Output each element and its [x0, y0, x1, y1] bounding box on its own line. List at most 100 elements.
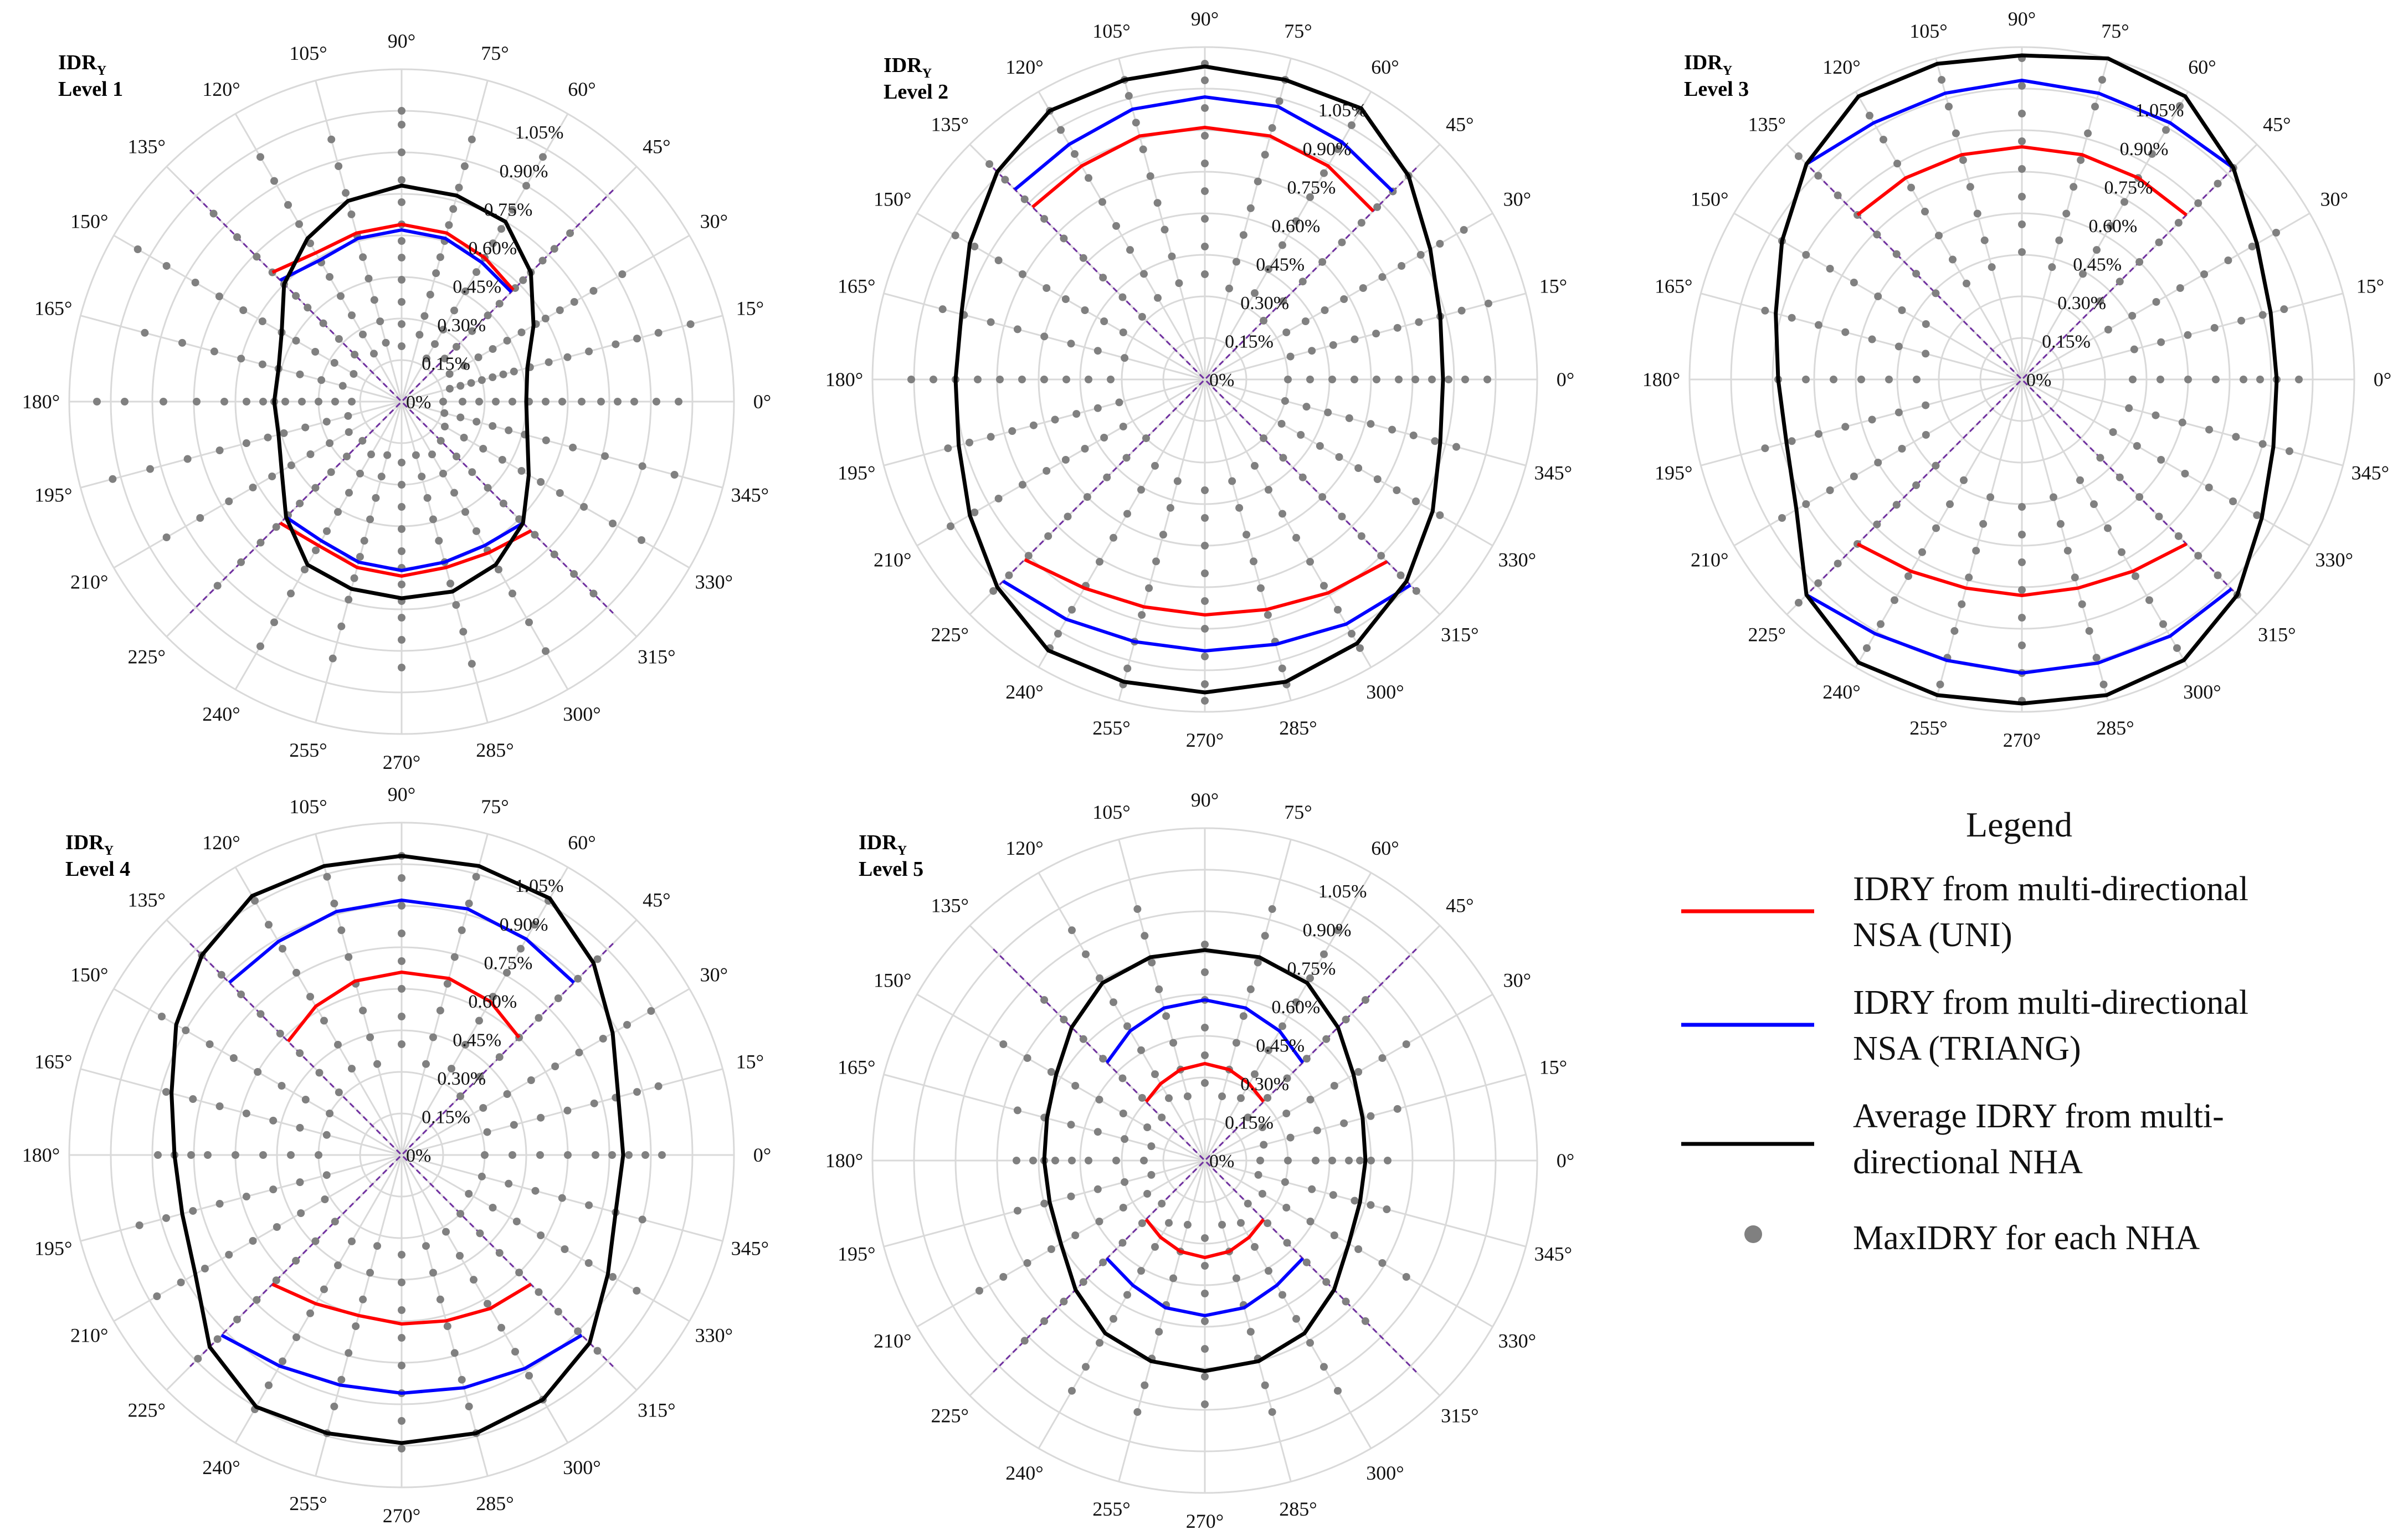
nha-point — [1110, 1315, 1117, 1323]
nha-point — [481, 1151, 489, 1159]
nha-point — [2018, 165, 2026, 173]
nha-point — [1445, 376, 1452, 383]
nha-point — [495, 1249, 504, 1257]
nha-point — [460, 362, 468, 369]
series-uni-lower — [271, 1282, 532, 1326]
nha-point — [253, 1296, 261, 1304]
angle-label: 165° — [838, 275, 875, 297]
nha-point — [1932, 524, 1940, 532]
nha-point — [1029, 421, 1038, 429]
nha-point — [259, 1151, 267, 1159]
nha-point — [614, 398, 622, 405]
nha-point — [1119, 328, 1127, 336]
nha-point — [2018, 531, 2026, 538]
nha-point — [162, 1088, 170, 1096]
nha-point — [1306, 558, 1314, 566]
nha-point — [439, 398, 447, 405]
nha-point — [1329, 341, 1337, 349]
nha-point — [1244, 1113, 1252, 1122]
nha-point — [1068, 1387, 1076, 1395]
nha-point — [461, 1040, 469, 1049]
nha-point — [1334, 605, 1342, 614]
nha-point — [204, 1151, 212, 1159]
nha-point — [569, 443, 577, 451]
nha-point — [2116, 473, 2124, 481]
nha-point — [162, 262, 171, 270]
nha-point — [1264, 1219, 1272, 1228]
nha-point — [2132, 572, 2139, 581]
radial-tick-label: 0.45% — [453, 1030, 501, 1050]
nha-point — [242, 439, 250, 448]
radial-tick-label: 1.05% — [2135, 100, 2184, 121]
nha-point — [468, 327, 476, 335]
nha-point — [1068, 605, 1076, 614]
nha-point — [242, 1109, 250, 1117]
nha-point — [265, 1381, 273, 1389]
grid-spoke — [1204, 1160, 1292, 1482]
nha-point — [315, 398, 322, 405]
nha-point — [442, 1228, 450, 1236]
nha-point — [1142, 434, 1150, 443]
nha-point — [1850, 279, 1858, 286]
nha-point — [509, 398, 516, 405]
nha-point — [1345, 1157, 1353, 1164]
angle-label: 135° — [931, 114, 968, 136]
nha-point — [135, 1221, 143, 1229]
nha-point — [542, 436, 550, 444]
nha-point — [2194, 552, 2202, 560]
nha-point — [1125, 92, 1133, 100]
nha-point — [965, 438, 973, 446]
nha-point — [1359, 284, 1367, 292]
nha-point — [458, 1375, 466, 1384]
nha-point — [2240, 376, 2247, 383]
nha-point — [1297, 431, 1305, 439]
nha-point — [348, 1237, 356, 1245]
angle-label: 60° — [2188, 56, 2216, 78]
nha-point — [1334, 145, 1342, 153]
nha-point — [201, 1265, 209, 1272]
nha-point — [538, 256, 547, 265]
nha-point — [1354, 1245, 1363, 1253]
nha-point — [2237, 316, 2246, 325]
nha-point — [1316, 442, 1324, 450]
legend-text-points: MaxIDRY for each NHA — [1853, 1219, 2200, 1257]
nha-point — [593, 955, 602, 963]
nha-point — [1251, 461, 1259, 470]
nha-point — [1802, 251, 1810, 259]
nha-point — [2205, 484, 2213, 491]
nha-point — [1201, 76, 1209, 84]
angle-label: 345° — [1534, 461, 1572, 484]
nha-point — [1345, 414, 1353, 422]
radial-tick-label: 0.15% — [2042, 331, 2091, 352]
nha-point — [1898, 306, 1906, 314]
nha-point — [1388, 425, 1396, 434]
nha-point — [1151, 461, 1159, 470]
nha-point — [1302, 1258, 1311, 1266]
nha-point — [330, 1402, 338, 1410]
radial-tick-label: 0.30% — [437, 315, 486, 336]
nha-point — [1320, 169, 1328, 177]
nha-point — [273, 1223, 281, 1231]
nha-point — [1256, 1157, 1264, 1164]
nha-point — [287, 589, 295, 598]
angle-label: 195° — [838, 1243, 875, 1265]
angle-label: 300° — [563, 1456, 600, 1479]
nha-point — [342, 189, 350, 197]
angle-label: 345° — [1534, 1243, 1572, 1265]
nha-point — [1123, 664, 1132, 673]
nha-point — [597, 398, 605, 405]
nha-point — [1980, 236, 1989, 244]
nha-point — [589, 287, 598, 295]
nha-point — [638, 1215, 646, 1224]
nha-point — [301, 566, 309, 574]
nha-point — [1912, 481, 1921, 489]
nha-point — [334, 1040, 342, 1049]
nha-point — [359, 1295, 367, 1303]
nha-point — [2018, 614, 2026, 622]
legend-marker-points — [1744, 1225, 1762, 1243]
nha-point — [1242, 531, 1251, 539]
nha-point — [599, 1035, 607, 1043]
nha-point — [1110, 533, 1117, 542]
nha-point — [225, 497, 233, 505]
nha-point — [398, 298, 405, 306]
